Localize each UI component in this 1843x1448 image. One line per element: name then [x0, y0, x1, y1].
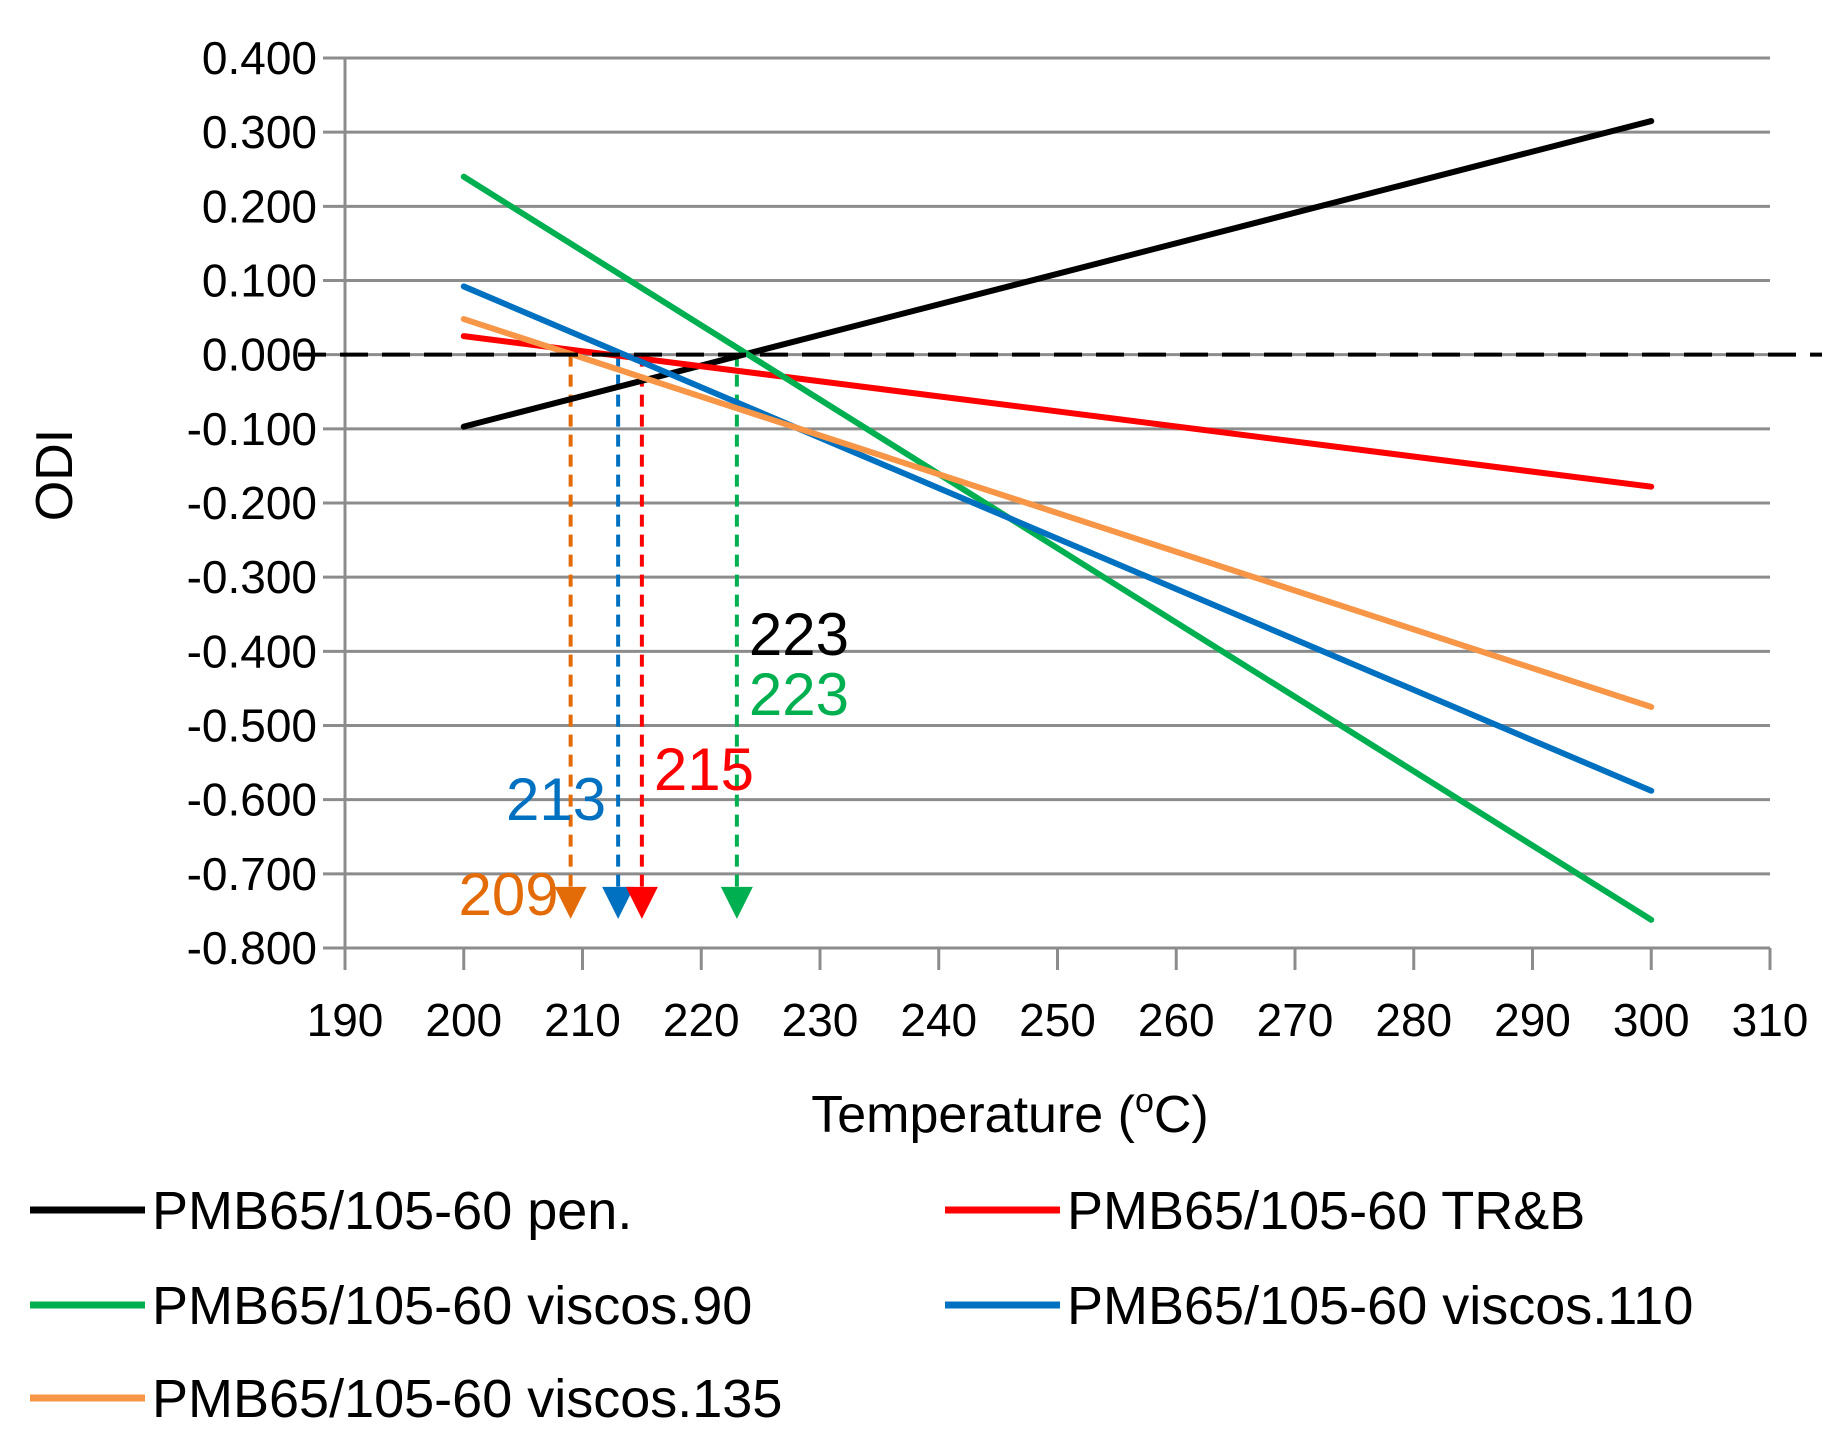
y-tick-label: -0.700 — [187, 848, 317, 900]
x-axis-title-end: C) — [1154, 1086, 1209, 1144]
y-tick-label: -0.600 — [187, 774, 317, 826]
legend-label-2: PMB65/105-60 viscos.90 — [152, 1276, 752, 1336]
axes — [323, 56, 1772, 970]
y-tick-label: 0.400 — [202, 32, 317, 84]
x-tick-label: 310 — [1732, 994, 1809, 1046]
x-tick-label: 190 — [307, 994, 384, 1046]
series-line-2 — [460, 173, 1655, 923]
guide-arrow-215 — [625, 886, 658, 919]
guide-arrow-209 — [554, 886, 587, 919]
y-tick-labels: -0.800 -0.700 -0.600 -0.500 -0.400 -0.300 -0.2… — [187, 32, 317, 974]
x-tick-label: 210 — [544, 994, 621, 1046]
x-tick-label: 240 — [900, 994, 977, 1046]
x-tick-label: 290 — [1494, 994, 1571, 1046]
series-lines — [460, 118, 1655, 923]
x-tick-label: 200 — [425, 994, 502, 1046]
y-tick-label: -0.800 — [187, 922, 317, 974]
annotation-label-223: 223 — [749, 601, 849, 668]
series-line-4 — [460, 316, 1655, 710]
y-tick-label: 0.300 — [202, 106, 317, 158]
x-axis-title-superscript: o — [1135, 1082, 1154, 1120]
legend-label-4: PMB65/105-60 viscos.135 — [152, 1369, 782, 1429]
guide-arrow-223 — [720, 886, 753, 919]
y-tick-label: -0.200 — [187, 477, 317, 529]
x-axis-title-main: Temperature ( — [811, 1086, 1135, 1144]
x-tick-label: 250 — [1019, 994, 1096, 1046]
x-axis-title: Temperature (oC) — [811, 1082, 1208, 1144]
annotation-label-215: 215 — [654, 736, 754, 803]
intersection-guides — [554, 354, 753, 919]
annotation-label-213: 213 — [506, 766, 606, 833]
legend-label-1: PMB65/105-60 TR&B — [1067, 1181, 1585, 1241]
x-tick-label: 270 — [1257, 994, 1334, 1046]
y-tick-label: -0.100 — [187, 403, 317, 455]
y-tick-label: 0.000 — [202, 329, 317, 381]
series-line-1 — [460, 333, 1655, 490]
y-tick-label: 0.100 — [202, 255, 317, 307]
x-tick-label: 280 — [1375, 994, 1452, 1046]
x-tick-label: 220 — [663, 994, 740, 1046]
annotation-label-223: 223 — [749, 661, 849, 728]
x-tick-label: 260 — [1138, 994, 1215, 1046]
y-tick-label: -0.400 — [187, 625, 317, 677]
y-tick-label: -0.500 — [187, 700, 317, 752]
annotation-label-209: 209 — [459, 861, 559, 928]
series-line-3 — [460, 283, 1655, 794]
x-tick-label: 300 — [1613, 994, 1690, 1046]
y-axis-title: ODI — [26, 429, 84, 521]
y-tick-label: 0.200 — [202, 180, 317, 232]
legend: PMB65/105-60 pen. PMB65/105-60 TR&B PMB65/… — [30, 1181, 1693, 1429]
guide-arrow-213 — [602, 886, 635, 919]
x-tick-label: 230 — [782, 994, 859, 1046]
legend-label-0: PMB65/105-60 pen. — [152, 1181, 632, 1241]
legend-label-3: PMB65/105-60 viscos.110 — [1067, 1276, 1693, 1336]
x-tick-labels: 190 200 210 220 230 240 250 260 270 280 290 300 310 — [307, 994, 1809, 1046]
y-tick-label: -0.300 — [187, 551, 317, 603]
series-line-0 — [460, 118, 1655, 430]
gridlines — [345, 56, 1770, 950]
